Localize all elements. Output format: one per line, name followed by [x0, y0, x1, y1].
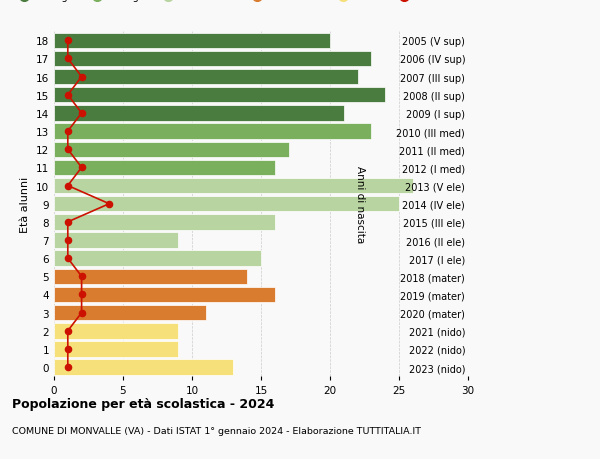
Point: [63, 183, 73, 190]
Bar: [54, 251, 261, 266]
Bar: [54, 51, 371, 67]
Bar: [54, 34, 330, 49]
Point: [63, 146, 73, 154]
Bar: [54, 124, 371, 140]
Point: [104, 201, 114, 208]
Bar: [54, 70, 358, 85]
Point: [77, 291, 86, 298]
Bar: [54, 215, 275, 230]
Bar: [54, 359, 233, 375]
Point: [63, 255, 73, 262]
Point: [77, 74, 86, 81]
Bar: [54, 160, 275, 176]
Point: [63, 56, 73, 63]
Point: [63, 346, 73, 353]
Point: [63, 327, 73, 335]
Point: [63, 364, 73, 371]
Point: [77, 273, 86, 280]
Bar: [54, 106, 344, 121]
Bar: [54, 287, 275, 302]
Y-axis label: Età alunni: Età alunni: [20, 176, 31, 232]
Point: [63, 38, 73, 45]
Y-axis label: Anni di nascita: Anni di nascita: [355, 166, 365, 243]
Bar: [54, 269, 247, 285]
Bar: [54, 341, 178, 357]
Legend: Sec. II grado, Sec. I grado, Scuola Primaria, Scuola Infanzia, Asilo Nido, Stran: Sec. II grado, Sec. I grado, Scuola Prim…: [22, 0, 451, 2]
Bar: [54, 196, 399, 212]
Point: [77, 110, 86, 118]
Text: COMUNE DI MONVALLE (VA) - Dati ISTAT 1° gennaio 2024 - Elaborazione TUTTITALIA.I: COMUNE DI MONVALLE (VA) - Dati ISTAT 1° …: [12, 426, 421, 435]
Bar: [54, 324, 178, 339]
Bar: [54, 233, 178, 248]
Point: [63, 237, 73, 244]
Point: [63, 218, 73, 226]
Bar: [54, 88, 385, 103]
Text: Popolazione per età scolastica - 2024: Popolazione per età scolastica - 2024: [12, 397, 274, 410]
Point: [77, 164, 86, 172]
Bar: [54, 142, 289, 157]
Bar: [54, 179, 413, 194]
Point: [63, 128, 73, 135]
Point: [63, 92, 73, 99]
Bar: [54, 305, 206, 321]
Point: [77, 309, 86, 317]
